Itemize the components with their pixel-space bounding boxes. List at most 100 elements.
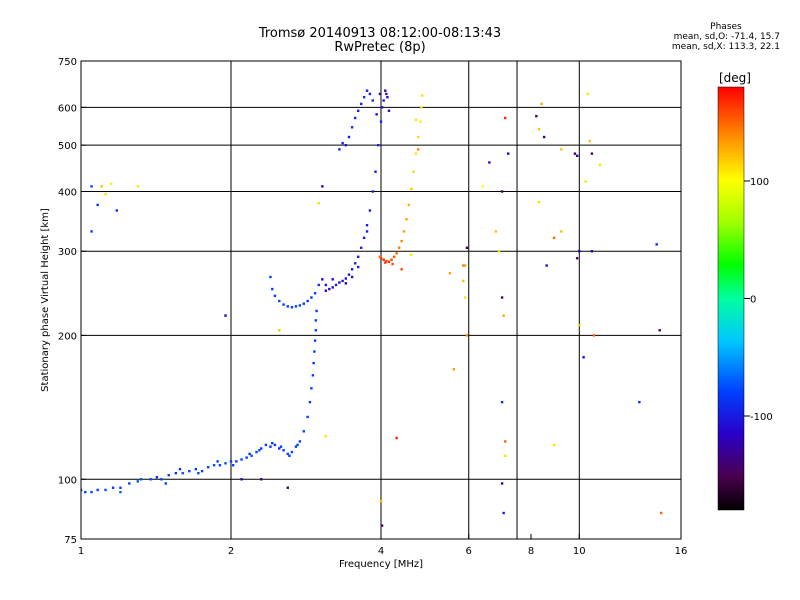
scattered-echoes-point bbox=[542, 135, 546, 139]
o-mode-f2-trace-point bbox=[331, 286, 334, 289]
phase-o-mode-stats: mean, sd,O: -71.4, 15.7 bbox=[673, 32, 780, 42]
o-mode-e-f1-trace-point bbox=[81, 488, 83, 492]
o-mode-f2-trace-point bbox=[359, 246, 363, 249]
o-mode-e-f1-trace-point bbox=[229, 460, 233, 463]
scattered-echoes-point bbox=[463, 264, 467, 267]
x-mode-f2-trace-point bbox=[420, 106, 423, 109]
x-axis-label: Frequency [MHz] bbox=[339, 559, 423, 570]
o-mode-e-f1-trace-point bbox=[250, 454, 253, 457]
scattered-echoes-point bbox=[582, 356, 585, 359]
colorbar-tick-label: 100 bbox=[750, 177, 769, 188]
o-mode-e-f1-trace-point bbox=[264, 443, 268, 447]
o-mode-e-f1-trace-point bbox=[206, 465, 210, 469]
o-mode-f2-trace-point bbox=[271, 287, 274, 291]
o-mode-f2-trace-point bbox=[353, 262, 357, 265]
x-tick-label: 2 bbox=[228, 546, 234, 557]
y-tick-label: 500 bbox=[58, 141, 77, 152]
scattered-echoes-point bbox=[560, 230, 563, 233]
scattered-echoes-point bbox=[500, 482, 504, 485]
scattered-echoes-point bbox=[324, 435, 328, 438]
o-mode-e-f1-trace-point bbox=[174, 471, 178, 475]
x-tick-label: 8 bbox=[528, 546, 534, 557]
o-mode-e-f1-trace-point bbox=[245, 456, 248, 459]
scattered-echoes-point bbox=[503, 440, 507, 443]
x-mode-f2-trace-point bbox=[391, 262, 394, 266]
phase-heading: Phases bbox=[710, 22, 742, 32]
o-mode-e-f1-trace-point bbox=[212, 464, 216, 467]
o-mode-f2-trace-point bbox=[377, 143, 380, 147]
o-mode-f2-trace-point bbox=[310, 296, 313, 299]
scattered-echoes-point bbox=[240, 478, 243, 481]
o-mode-f2-trace-point bbox=[324, 283, 328, 287]
y-tick-label: 400 bbox=[58, 187, 77, 198]
o-mode-f2-trace-point bbox=[344, 277, 348, 280]
o-mode-e-f1-trace-point bbox=[288, 454, 291, 457]
x-mode-f2-trace-point bbox=[395, 252, 398, 255]
oblique-o-mode-echoes-point bbox=[386, 95, 389, 99]
o-mode-e-f1-trace-point bbox=[306, 415, 309, 419]
o-mode-e-f1-trace-point bbox=[178, 467, 182, 471]
o-mode-f2-trace-point bbox=[334, 283, 338, 287]
oblique-o-mode-echoes-point bbox=[353, 116, 357, 120]
colorbar-unit: [deg] bbox=[719, 71, 751, 85]
o-mode-f2-trace-point bbox=[347, 273, 351, 276]
o-mode-e-f1-trace-point bbox=[271, 441, 274, 445]
x-tick-label: 1 bbox=[78, 546, 84, 557]
scattered-echoes-point bbox=[465, 246, 469, 249]
o-mode-f2-trace-point bbox=[306, 299, 309, 303]
scattered-echoes-point bbox=[545, 264, 548, 267]
x-mode-f2-trace-point bbox=[419, 120, 422, 123]
x-mode-f2-trace-point bbox=[410, 187, 413, 191]
o-mode-e-f1-trace-point bbox=[231, 464, 235, 467]
o-mode-e-f1-trace-point bbox=[90, 490, 93, 494]
o-mode-e-f1-trace-point bbox=[216, 460, 219, 463]
scattered-echoes-point bbox=[552, 236, 556, 240]
o-mode-e-f1-trace-point bbox=[181, 471, 184, 475]
scattered-echoes-point bbox=[278, 329, 281, 332]
scattered-echoes-point bbox=[395, 436, 398, 440]
x-tick-label: 10 bbox=[573, 546, 586, 557]
o-mode-e-f1-trace-point bbox=[84, 490, 87, 494]
o-mode-f2-trace-point bbox=[365, 230, 369, 233]
x-tick-label: 6 bbox=[466, 546, 472, 557]
oblique-o-mode-echoes-point bbox=[375, 113, 378, 116]
x-tick-label: 4 bbox=[378, 546, 384, 557]
o-mode-f2-trace-point bbox=[350, 275, 354, 279]
o-mode-f2-trace-point bbox=[328, 287, 331, 291]
oblique-o-mode-echoes-point bbox=[350, 126, 354, 129]
scattered-echoes-point bbox=[500, 296, 504, 299]
o-mode-f2-trace-point bbox=[331, 278, 334, 281]
o-mode-f2-trace-point bbox=[294, 305, 298, 308]
scattered-echoes-point bbox=[575, 257, 579, 260]
scattered-echoes-point bbox=[503, 454, 507, 457]
o-mode-e-f1-trace-point bbox=[311, 374, 315, 377]
o-mode-e-f1-trace-point bbox=[164, 482, 168, 485]
x-mode-f2-trace-point bbox=[378, 255, 382, 259]
chart-title: Tromsø 20140913 08:12:00-08:13:43 bbox=[258, 26, 502, 41]
o-mode-e-f1-trace-point bbox=[313, 350, 316, 353]
y-tick-label: 600 bbox=[58, 103, 77, 114]
o-mode-e-f1-trace-point bbox=[315, 309, 318, 313]
scattered-echoes-point bbox=[503, 116, 507, 120]
scattered-echoes-point bbox=[136, 185, 139, 188]
x-mode-f2-trace-point bbox=[400, 239, 403, 243]
scattered-echoes-point bbox=[481, 185, 484, 188]
o-mode-f2-trace-point bbox=[365, 224, 369, 227]
o-mode-f2-trace-point bbox=[341, 279, 344, 283]
o-mode-f2-trace-point bbox=[356, 265, 360, 269]
o-mode-f2-trace-point bbox=[313, 292, 317, 295]
colorbar-tick-label: 0 bbox=[750, 295, 756, 306]
scattered-echoes-point bbox=[552, 443, 556, 447]
scattered-echoes-point bbox=[463, 296, 467, 299]
o-mode-e-f1-trace-point bbox=[278, 447, 281, 450]
scattered-echoes-point bbox=[90, 185, 93, 188]
scattered-echoes-point bbox=[578, 250, 581, 253]
oblique-o-mode-echoes-point bbox=[365, 89, 369, 92]
scattered-echoes-point bbox=[535, 114, 538, 118]
o-mode-f2-trace-point bbox=[356, 255, 360, 259]
o-mode-f2-trace-point bbox=[350, 268, 354, 271]
o-mode-e-f1-trace-point bbox=[119, 490, 122, 494]
scattered-echoes-point bbox=[540, 102, 543, 106]
o-mode-e-f1-trace-point bbox=[282, 449, 285, 452]
x-mode-f2-trace-point bbox=[392, 255, 396, 259]
